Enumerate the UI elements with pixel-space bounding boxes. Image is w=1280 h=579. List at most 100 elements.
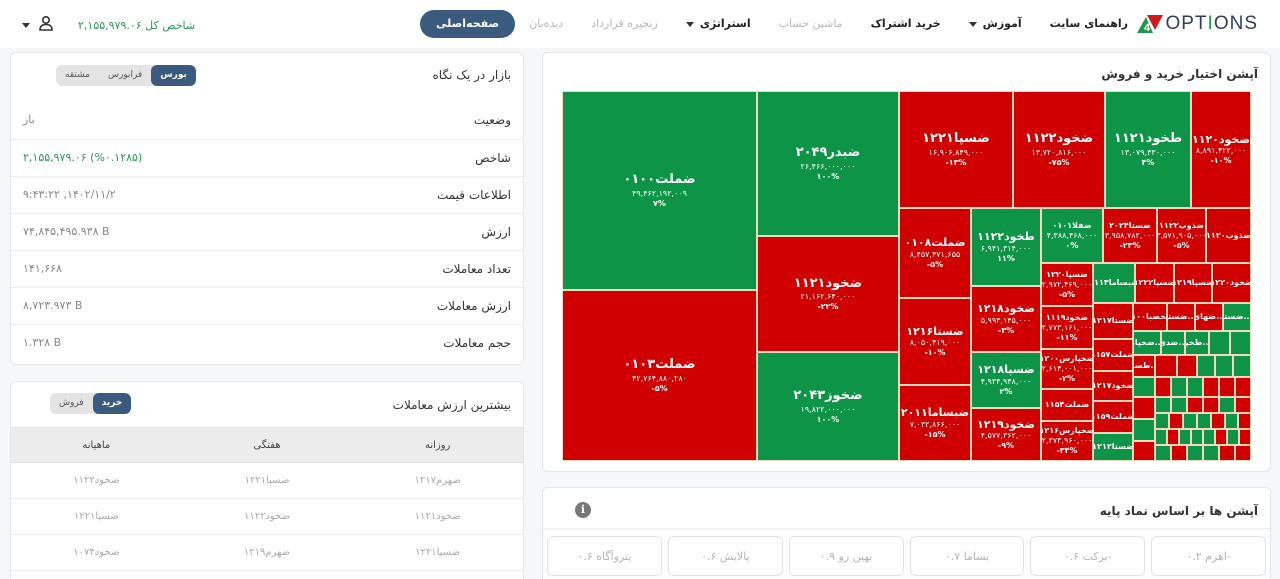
- cell[interactable]: ضخود۱۱۲۱: [414, 511, 461, 522]
- user-menu-chevron-icon[interactable]: [22, 22, 30, 28]
- treemap-cell[interactable]: [1187, 445, 1203, 461]
- treemap-cell[interactable]: ضخود۱۱۲۱ ۲۱,۱۶۲,۶۴۰,۰۰۰ -۲۲%: [757, 236, 899, 352]
- treemap-cell[interactable]: [1155, 429, 1167, 445]
- nav-education[interactable]: آموزش: [955, 10, 1036, 38]
- treemap-cell[interactable]: [1203, 377, 1219, 397]
- cell[interactable]: ضسپا۱۲۲۱: [244, 475, 290, 486]
- treemap-cell[interactable]: ضستا۱۲۱۲: [1093, 433, 1133, 461]
- chip-palayesh[interactable]: پالایش ۰.۶: [667, 536, 783, 576]
- treemap-cell[interactable]: ضبساما۲۰۱۱ ۷,۰۳۲,۸۶۶,۰۰۰ -۱۵%: [899, 385, 971, 461]
- treemap-cell[interactable]: [1133, 441, 1155, 461]
- treemap-cell[interactable]: ضسپا۱۲۲۲: [1135, 263, 1174, 303]
- tab-farabourse[interactable]: فرابورس: [107, 70, 143, 80]
- treemap-cell[interactable]: [1187, 397, 1203, 413]
- treemap-cell[interactable]: ضخوز۲۰۴۳ ۱۹,۸۲۲,۰۰۰,۰۰۰ ۱۰۰%: [757, 352, 899, 461]
- treemap-cell[interactable]: [1169, 413, 1183, 429]
- treemap-cell[interactable]: ضملت۱۱۵۹: [1093, 401, 1133, 433]
- treemap-cell[interactable]: ضذوب۱۱۲۰: [1206, 208, 1251, 263]
- treemap-cell[interactable]: [1167, 429, 1179, 445]
- cell[interactable]: ضسپا۱۲۲۱: [415, 547, 461, 558]
- treemap-cell[interactable]: [1239, 429, 1251, 445]
- treemap-cell[interactable]: ضبساما۱۱۱۳: [1093, 263, 1135, 303]
- tab-bourse[interactable]: بورس: [151, 65, 196, 86]
- treemap-cell[interactable]: ضخود۱۱۲۲ ۱۳,۷۲۰,۸۱۶,۰۰۰ -۷۵%: [1013, 91, 1105, 208]
- treemap-cell[interactable]: [1230, 331, 1251, 355]
- treemap-cell[interactable]: [1191, 429, 1203, 445]
- treemap-cell[interactable]: ضستا۲۰۲۴ ۳,۹۵۸,۷۸۲,۰۰۰ -۲۳%: [1103, 208, 1157, 263]
- treemap-cell[interactable]: [1238, 413, 1251, 429]
- nav-option-chain[interactable]: زنجیره قرارداد: [591, 17, 658, 30]
- nav-site-guide[interactable]: راهنمای سایت: [1049, 17, 1128, 30]
- treemap-cell[interactable]: ضخپارس۱۲۱۶ ۲,۳۷۳,۹۶۰,۰۰۰ -۳۴%: [1041, 421, 1093, 461]
- treemap-cell[interactable]: [1235, 397, 1251, 413]
- treemap-cell[interactable]: ضسپا۱۲۲۰ ۲,۹۷۲,۴۶۹,۰۰۰ -۵%: [1041, 263, 1093, 306]
- chip-barekat[interactable]: برکت ۰.۶-: [1030, 536, 1146, 576]
- treemap-cell[interactable]: [1133, 419, 1155, 441]
- treemap-cell[interactable]: [1183, 413, 1197, 429]
- treemap-cell[interactable]: [1203, 445, 1219, 461]
- treemap-cell[interactable]: ضملت۰۱۰۸ ۸,۴۵۷,۴۷۱,۶۵۵ -۵%: [899, 208, 971, 298]
- tab-derivatives[interactable]: مشتقه: [65, 70, 90, 80]
- treemap-cell[interactable]: [1215, 355, 1233, 377]
- treemap-cell[interactable]: [1155, 355, 1177, 377]
- chip-ahrom[interactable]: اهرم ۰.۲-: [1151, 536, 1266, 576]
- treemap-cell[interactable]: ضستا...: [1223, 303, 1251, 331]
- treemap-cell[interactable]: ضفلا۰۱۰۱ ۴,۳۸۸,۴۶۸,۰۰۰ ۰%: [1041, 208, 1103, 263]
- treemap-cell[interactable]: ضدی...: [1161, 331, 1185, 355]
- treemap-cell[interactable]: [1155, 413, 1169, 429]
- tab-buy[interactable]: خرید: [92, 393, 132, 414]
- cell[interactable]: ضخود۱۰۷۴: [73, 547, 120, 558]
- nav-home[interactable]: صفحه‌اصلی: [420, 10, 516, 38]
- treemap-cell[interactable]: ضذوب۱۱۲۲ ۳,۵۷۱,۹۰۵,۰۰۰ -۵%: [1157, 208, 1206, 263]
- treemap-cell[interactable]: [1155, 445, 1171, 461]
- treemap-cell[interactable]: [1209, 331, 1230, 355]
- treemap-cell[interactable]: [1211, 413, 1225, 429]
- treemap-cell[interactable]: [1133, 397, 1155, 419]
- treemap-cell[interactable]: [1171, 445, 1187, 461]
- treemap-cell[interactable]: ضملت۰۱۰۰ ۴۹,۴۶۲,۱۹۲,۰۰۹ ۷%: [562, 91, 757, 290]
- treemap-cell[interactable]: [1219, 445, 1235, 461]
- cell[interactable]: ضخود۱۱۲۲: [73, 475, 120, 486]
- cell[interactable]: ضهرم۱۲۱۷: [414, 475, 461, 486]
- treemap-cell[interactable]: ضخود۱۲۲۰: [1212, 263, 1251, 303]
- treemap-cell[interactable]: [1233, 355, 1251, 377]
- treemap-cell[interactable]: [1203, 429, 1215, 445]
- treemap-cell[interactable]: ضستا۱۲۱۶ ۸,۰۵۰,۴۱۹,۰۰۰ -۱۰%: [899, 298, 971, 385]
- treemap-cell[interactable]: [1155, 397, 1171, 413]
- treemap-cell[interactable]: ضسپا۱۲۱۹: [1174, 263, 1212, 303]
- treemap-cell[interactable]: [1215, 429, 1227, 445]
- nav-subscribe[interactable]: خرید اشتراک: [870, 17, 941, 30]
- treemap-cell[interactable]: [1171, 377, 1187, 397]
- cell[interactable]: ضهرم۱۲۱۹: [243, 547, 291, 558]
- treemap-cell[interactable]: ضستا...: [1167, 303, 1195, 331]
- tab-sell[interactable]: فروش: [59, 398, 84, 408]
- treemap-cell[interactable]: ضملت۱۱۵۷: [1093, 339, 1133, 371]
- treemap-cell[interactable]: طستا...: [1133, 355, 1155, 377]
- chip-petroagah[interactable]: پتروآگاه ۰.۶: [547, 536, 662, 576]
- treemap-cell[interactable]: ضخود۱۱۲۰ ۸,۸۹۱,۴۲۲,۰۰۰ -۱۰%: [1191, 91, 1251, 208]
- treemap-cell[interactable]: [1227, 429, 1239, 445]
- treemap-cell[interactable]: [1177, 355, 1197, 377]
- treemap-cell[interactable]: [1187, 377, 1203, 397]
- treemap-cell[interactable]: ضخود۱۱۱۹ ۲,۷۷۳,۱۶۱,۰۰۰ -۱۱%: [1041, 306, 1093, 349]
- treemap-cell[interactable]: طخپا...: [1185, 331, 1209, 355]
- treemap-cell[interactable]: ضخود۱۲۱۹ ۴,۵۷۷,۳۶۲,۰۰۰ -۹%: [971, 408, 1041, 461]
- info-icon[interactable]: i: [575, 502, 591, 518]
- treemap-cell[interactable]: ضسپا۱۲۲۱ ۱۶,۹۰۶,۸۴۹,۰۰۰ -۱۳%: [899, 91, 1013, 208]
- treemap-cell[interactable]: ضملت۱۱۵۴: [1041, 389, 1093, 421]
- nav-calculator[interactable]: ماشین حساب: [778, 17, 843, 30]
- treemap-cell[interactable]: [1235, 445, 1251, 461]
- treemap-cell[interactable]: ضخود۱۲۱۸ ۵,۹۹۳,۱۴۵,۰۰۰ -۳%: [971, 286, 1041, 352]
- treemap-cell[interactable]: [1155, 377, 1171, 397]
- cell[interactable]: ضسپا۱۲۲۱: [73, 511, 119, 522]
- treemap-cell[interactable]: ضخود۱۲۱۷: [1093, 371, 1133, 401]
- treemap-cell[interactable]: ضسپا۱۲۱۸ ۴,۹۳۴,۹۴۸,۰۰۰ ۲%: [971, 352, 1041, 408]
- treemap-cell[interactable]: [1203, 397, 1219, 413]
- treemap-cell[interactable]: ضهای...: [1195, 303, 1223, 331]
- treemap-cell[interactable]: ضخپارس۱۲۰۰ ۲,۶۱۴,۰۰۱,۰۰۰ -۲%: [1041, 349, 1093, 389]
- nav-watchlist[interactable]: دیده‌بان: [529, 17, 564, 30]
- treemap-cell[interactable]: [1171, 397, 1187, 413]
- treemap-cell[interactable]: [1179, 429, 1191, 445]
- treemap-cell[interactable]: [1197, 355, 1215, 377]
- treemap-cell[interactable]: ضستا۱۲۱۷: [1093, 303, 1133, 339]
